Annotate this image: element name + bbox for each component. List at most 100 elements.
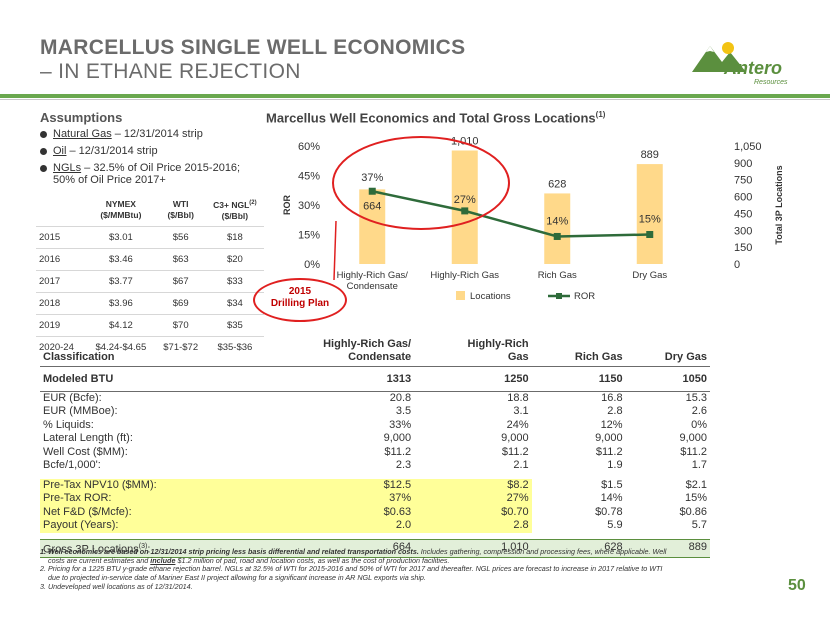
bullet-text-cont: 50% of Oil Price 2017+ bbox=[53, 174, 166, 186]
y-left-tick-label: 45% bbox=[298, 171, 320, 183]
row-value: 15.3 bbox=[685, 391, 707, 404]
bullet-dot bbox=[40, 131, 47, 138]
econ-row-highlight: Pre-Tax ROR: 37% 27% 14% 15% bbox=[40, 492, 710, 506]
page-title-line2: – IN ETHANE REJECTION bbox=[40, 60, 301, 83]
price-cell: $35 bbox=[205, 313, 264, 337]
row-label: Pre-Tax NPV10 ($MM): bbox=[40, 478, 250, 492]
highlight-oval bbox=[332, 136, 510, 230]
price-cell: $3.01 bbox=[86, 225, 156, 249]
row-value: 2.0 bbox=[249, 519, 415, 533]
footnote-3: 3. Undeveloped well locations as of 12/3… bbox=[40, 582, 193, 591]
row-label: Well Cost ($MM): bbox=[43, 445, 128, 458]
price-cell: $71-$72 bbox=[155, 335, 206, 358]
row-value: 16.8 bbox=[601, 391, 623, 404]
price-row: 2016 $3.46 $63 $20 bbox=[36, 247, 264, 271]
price-cell: 2018 bbox=[36, 291, 87, 315]
row-value: $1.5 bbox=[601, 478, 623, 491]
footnote-2: 2. Pricing for a 1225 BTU y-grade ethane… bbox=[40, 564, 663, 582]
row-value: 2.8 bbox=[414, 519, 532, 533]
header-ngl: C3+ NGL(2) ($/Bbl) bbox=[213, 199, 257, 221]
bullet-dot bbox=[40, 165, 47, 172]
row-value: 12% bbox=[600, 418, 623, 431]
row-label: Net F&D ($/Mcfe): bbox=[40, 505, 250, 519]
row-label: EUR (MMBoe): bbox=[43, 405, 118, 417]
x-tick-label: Highly-Rich Gas/ bbox=[337, 270, 409, 281]
price-row: 2015 $3.01 $56 $18 bbox=[36, 225, 264, 249]
row-value: 18.8 bbox=[507, 391, 529, 404]
row-value: $0.86 bbox=[679, 505, 707, 518]
row-label: EUR (Bcfe): bbox=[43, 391, 102, 404]
price-cell: $33 bbox=[205, 269, 264, 293]
price-cell: $34 bbox=[205, 291, 264, 315]
row-value: $0.78 bbox=[595, 505, 623, 518]
price-cell: 2020-24 bbox=[36, 335, 87, 358]
row-value: 33% bbox=[389, 418, 412, 431]
bar-value-label: 889 bbox=[641, 149, 659, 161]
price-row: 2018 $3.96 $69 $34 bbox=[36, 291, 264, 315]
econ-row: EUR (MMBoe): 3.5 3.1 2.8 2.6 bbox=[40, 405, 710, 419]
x-tick-label: Highly-Rich Gas bbox=[430, 270, 499, 281]
row-value: 5.9 bbox=[607, 519, 623, 531]
econ-row: EUR (Bcfe): 20.8 18.8 16.8 15.3 bbox=[40, 391, 710, 405]
row-value: $11.2 bbox=[384, 445, 412, 458]
chart-title: Marcellus Well Economics and Total Gross… bbox=[266, 110, 606, 126]
row-value: 664 bbox=[249, 538, 415, 558]
y-left-tick-label: 30% bbox=[298, 200, 320, 212]
logo-sub: Resources bbox=[754, 79, 788, 86]
row-value: 9,000 bbox=[595, 432, 623, 444]
gross-locations-row: Gross 3P Locations(3): 664 1,010 628 889 bbox=[40, 538, 710, 558]
price-deck-table: NYMEX ($/MMBtu) WTI ($/Bbl) C3+ NGL(2) ($/B… bbox=[36, 196, 264, 358]
x-tick-label: Condensate bbox=[347, 281, 398, 292]
price-cell: 2017 bbox=[36, 269, 87, 293]
econ-row: Lateral Length (ft): 9,000 9,000 9,000 9,000 bbox=[40, 432, 710, 446]
y-right-tick-label: 450 bbox=[734, 208, 752, 220]
y-left-tick-label: 15% bbox=[298, 230, 320, 242]
price-cell: $63 bbox=[155, 247, 206, 271]
row-value: 37% bbox=[249, 492, 415, 506]
price-cell: $67 bbox=[155, 269, 206, 293]
x-tick-label: Rich Gas bbox=[538, 270, 577, 281]
bullet-natural-gas: Natural Gas – 12/31/2014 strip bbox=[40, 128, 203, 140]
row-value: 2.3 bbox=[395, 459, 412, 471]
price-cell: $3.96 bbox=[86, 291, 156, 315]
drilling-plan-oval bbox=[253, 278, 347, 322]
y-right-tick-label: 1,050 bbox=[734, 141, 762, 153]
bullet-dot bbox=[40, 148, 47, 155]
header-nymex: NYMEX ($/MMBtu) bbox=[100, 198, 142, 220]
row-value: $8.2 bbox=[414, 478, 532, 492]
price-cell: $70 bbox=[155, 313, 206, 337]
y-right-tick-label: 750 bbox=[734, 175, 752, 187]
y-right-tick-label: 0 bbox=[734, 259, 740, 271]
ror-value-label: 27% bbox=[454, 194, 476, 206]
price-row: 2017 $3.77 $67 $33 bbox=[36, 269, 264, 293]
price-row: 2020-24 $4.24-$4.65 $71-$72 $35-$36 bbox=[36, 335, 264, 358]
row-value: 889 bbox=[625, 538, 710, 558]
price-cell: $35-$36 bbox=[205, 335, 264, 358]
page-title-line1: MARCELLUS SINGLE WELL ECONOMICS bbox=[40, 36, 466, 59]
y-left-axis-label: ROR bbox=[282, 195, 292, 216]
row-value: 1150 bbox=[531, 366, 626, 392]
row-value: $2.1 bbox=[685, 478, 707, 491]
price-row: 2019 $4.12 $70 $35 bbox=[36, 313, 264, 337]
row-value: 9,000 bbox=[383, 432, 412, 444]
row-value: 27% bbox=[414, 492, 532, 506]
row-value: 14% bbox=[600, 492, 623, 504]
page-number: 50 bbox=[788, 577, 806, 594]
row-value: 9,000 bbox=[501, 432, 529, 444]
price-cell: $3.46 bbox=[86, 247, 156, 271]
y-right-axis-label: Total 3P Locations bbox=[774, 165, 784, 244]
footnote-1: 1. Well economics are based on 12/31/201… bbox=[40, 547, 667, 565]
price-cell: $3.77 bbox=[86, 269, 156, 293]
bar-locations bbox=[451, 150, 478, 264]
row-value: 3.1 bbox=[513, 405, 529, 417]
row-value: 2.8 bbox=[607, 405, 623, 417]
row-value: $11.2 bbox=[501, 445, 529, 458]
row-label: % Liquids: bbox=[43, 418, 94, 431]
ror-value-label: 14% bbox=[546, 215, 568, 227]
ror-marker bbox=[461, 207, 469, 215]
ror-marker bbox=[368, 187, 376, 195]
price-cell: 2016 bbox=[36, 247, 87, 271]
legend-label-locations: Locations bbox=[470, 291, 511, 302]
price-cell: 2015 bbox=[36, 225, 87, 249]
bullet-text: – 12/31/2014 strip bbox=[111, 128, 203, 140]
